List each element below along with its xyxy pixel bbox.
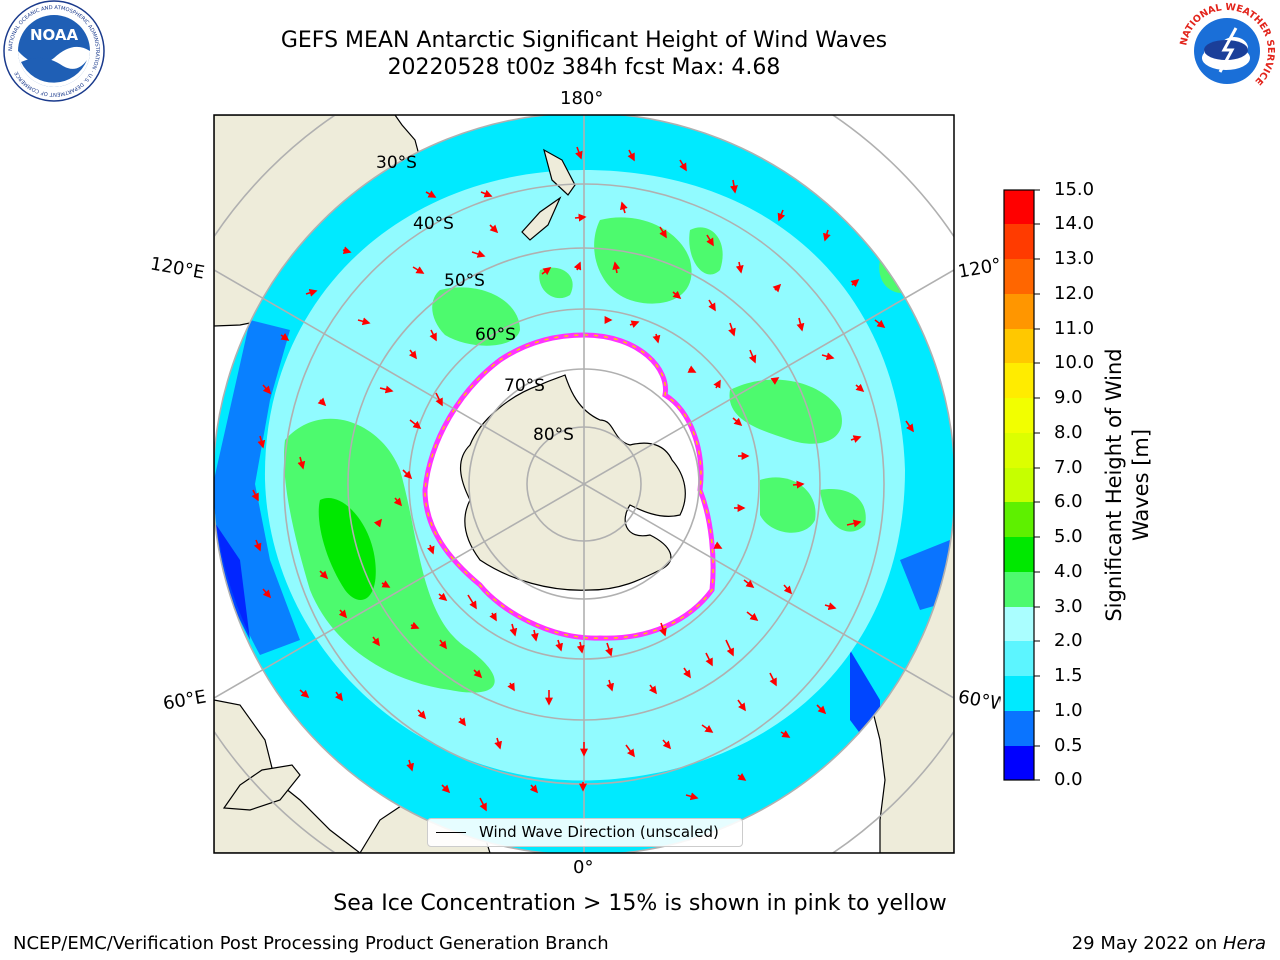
colorbar bbox=[1003, 189, 1040, 781]
colorbar-tick: 5.0 bbox=[1054, 526, 1083, 547]
colorbar-tick: 9.0 bbox=[1054, 387, 1083, 408]
map-border bbox=[213, 114, 955, 854]
nws-logo: NATIONAL WEATHER SERVICE bbox=[1177, 1, 1277, 101]
map-panel bbox=[214, 115, 954, 853]
chart-subtitle: 20220528 t00z 384h fcst Max: 4.68 bbox=[387, 55, 781, 80]
colorbar-title-line2: Waves [m] bbox=[1129, 428, 1153, 542]
lon-label-0: 0° bbox=[573, 857, 594, 878]
colorbar-tick: 4.0 bbox=[1054, 561, 1083, 582]
colorbar-tick: 3.0 bbox=[1054, 596, 1083, 617]
colorbar-tick: 0.5 bbox=[1054, 735, 1083, 756]
lat-label-50s: 50°S bbox=[444, 271, 485, 291]
wind-wave-arrows bbox=[251, 146, 914, 812]
colorbar-tick: 7.0 bbox=[1054, 457, 1083, 478]
colorbar-tick: 0.0 bbox=[1054, 769, 1083, 790]
colorbar-tick: 13.0 bbox=[1054, 248, 1095, 269]
lat-label-30s: 30°S bbox=[376, 153, 417, 173]
lat-label-60s: 60°S bbox=[475, 325, 516, 345]
sea-ice-note-text: Sea Ice Concentration > 15% is shown in … bbox=[333, 891, 947, 916]
africa-land bbox=[214, 699, 361, 853]
madagascar-land bbox=[222, 764, 301, 811]
run-machine: Hera bbox=[1222, 933, 1266, 954]
colorbar-tick: 8.0 bbox=[1054, 422, 1083, 443]
sea-ice-note: Sea Ice Concentration > 15% is shown in … bbox=[0, 891, 1280, 916]
lon-label-180: 180° bbox=[560, 88, 604, 109]
colorbar-tick: 10.0 bbox=[1054, 352, 1095, 373]
colorbar-tick: 1.0 bbox=[1054, 700, 1083, 721]
colorbar-tick: 14.0 bbox=[1054, 213, 1095, 234]
colorbar-tick: 11.0 bbox=[1054, 318, 1095, 339]
colorbar-tick: 1.5 bbox=[1054, 665, 1083, 686]
map-legend: Wind Wave Direction (unscaled) bbox=[427, 818, 743, 847]
colorbar-tick: 12.0 bbox=[1054, 283, 1095, 304]
colorbar-title: Significant Height of Wind Waves [m] bbox=[1101, 348, 1155, 621]
colorbar-tick: 2.0 bbox=[1054, 630, 1083, 651]
lat-label-70s: 70°S bbox=[504, 376, 545, 396]
credit-text: NCEP/EMC/Verification Post Processing Pr… bbox=[13, 933, 609, 954]
legend-label: Wind Wave Direction (unscaled) bbox=[479, 823, 719, 841]
colorbar-title-line1: Significant Height of Wind bbox=[1102, 348, 1126, 622]
lat-label-40s: 40°S bbox=[413, 214, 454, 234]
colorbar-tick: 6.0 bbox=[1054, 491, 1083, 512]
new-zealand-land bbox=[521, 148, 576, 241]
colorbar-tick: 15.0 bbox=[1054, 179, 1095, 200]
run-date-prefix: 29 May 2022 on bbox=[1071, 933, 1223, 954]
noaa-logo: NOAA NATIONAL OCEANIC AND ATMOSPHERIC AD… bbox=[3, 0, 105, 102]
legend-line-swatch bbox=[436, 832, 466, 833]
chart-title: GEFS MEAN Antarctic Significant Height o… bbox=[280, 28, 888, 53]
noaa-logo-text: NOAA bbox=[30, 26, 79, 44]
lat-label-80s: 80°S bbox=[533, 425, 574, 445]
run-date: 29 May 2022 on Hera bbox=[1072, 933, 1266, 954]
